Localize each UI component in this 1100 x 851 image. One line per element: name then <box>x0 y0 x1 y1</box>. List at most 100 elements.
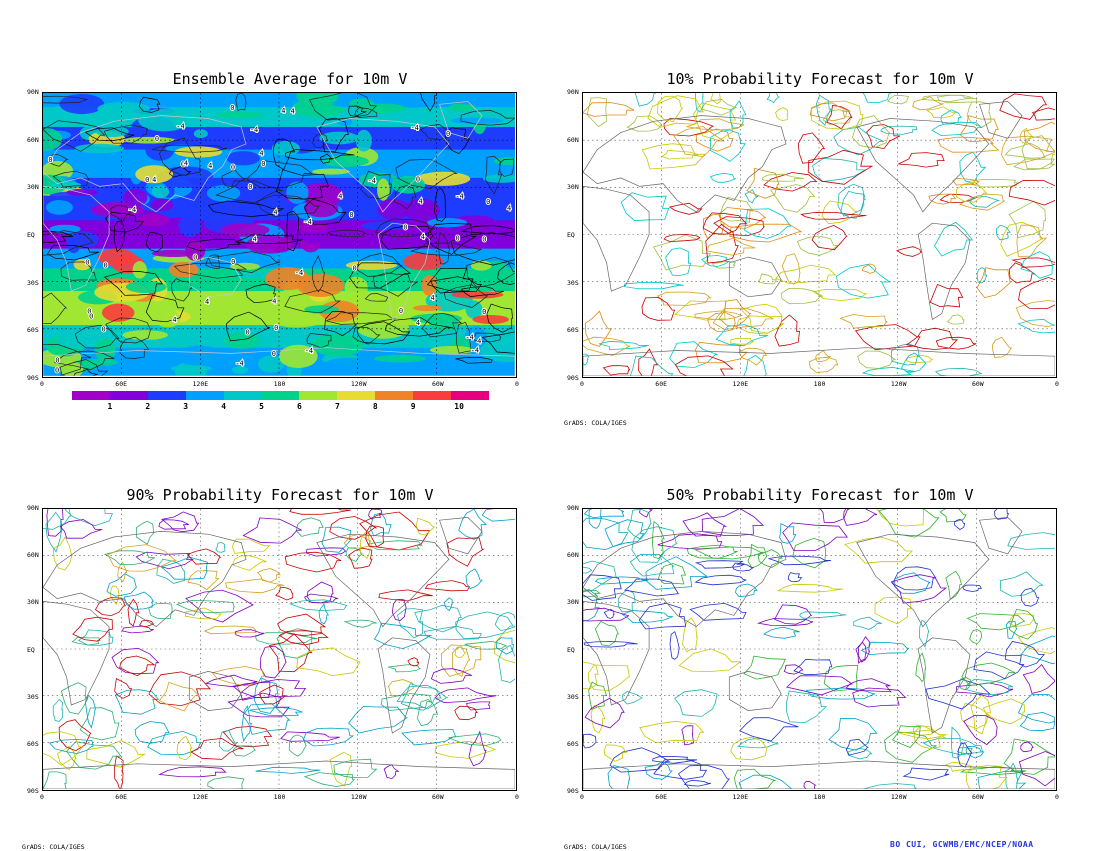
coastline <box>316 533 450 628</box>
contour-line <box>780 287 824 305</box>
contour-line <box>368 509 383 520</box>
contour-value-label: -4 <box>368 177 376 185</box>
shading-blob <box>66 231 99 249</box>
contour-line <box>464 640 508 650</box>
contour-line <box>1008 262 1036 284</box>
contour-line <box>689 602 747 621</box>
contour-line <box>494 611 515 631</box>
contour-line <box>249 707 303 717</box>
contour-value-label: 0 <box>353 265 357 273</box>
contour-line <box>119 655 156 677</box>
shading-blob <box>400 100 429 108</box>
contour-line <box>695 341 748 364</box>
contour-line <box>185 589 254 623</box>
contour-line <box>222 725 273 748</box>
contour-line <box>60 682 89 715</box>
contour-line <box>106 573 138 597</box>
map-50pct-probability <box>582 508 1057 791</box>
contour-line <box>957 742 973 768</box>
contour-line <box>694 310 743 321</box>
contour-value-label: 4 <box>281 107 285 115</box>
contour-line <box>275 586 294 601</box>
contour-line <box>1005 621 1018 640</box>
contour-value-label: 4 <box>416 319 420 327</box>
contour-line <box>783 664 804 675</box>
coastline <box>583 601 650 706</box>
contour-line <box>902 767 950 781</box>
contour-line <box>695 93 704 113</box>
contour-line <box>305 547 347 557</box>
contour-line <box>1023 121 1055 153</box>
latitude-label: 90S <box>27 374 39 382</box>
contour-line <box>583 517 629 551</box>
contour-line <box>319 117 349 153</box>
shading-blob <box>377 198 410 220</box>
contour-value-label: 4 <box>291 108 295 116</box>
contour-line <box>426 267 474 292</box>
contour-line <box>242 703 291 735</box>
coastline <box>377 222 431 320</box>
contour-line <box>383 764 400 780</box>
shading-blob <box>325 357 375 369</box>
contour-line <box>148 671 212 707</box>
contour-line <box>145 294 185 323</box>
contour-line <box>73 368 98 376</box>
contour-line <box>325 312 396 325</box>
shading-blob <box>224 332 260 349</box>
contour-line <box>583 661 599 690</box>
contour-line <box>861 366 916 376</box>
contour-line <box>306 581 334 604</box>
contour-line <box>815 94 832 126</box>
contour-line <box>602 365 631 376</box>
contour-line <box>1016 224 1048 257</box>
contour-line <box>843 509 878 526</box>
contour-line <box>161 511 200 533</box>
latitude-label: 60N <box>567 551 579 560</box>
contour-line <box>966 101 992 128</box>
contour-line <box>295 517 324 537</box>
contour-line <box>639 509 653 518</box>
contour-line <box>190 737 244 760</box>
contour-line <box>484 155 502 195</box>
contour-line <box>226 311 270 342</box>
contour-line <box>468 332 502 343</box>
latitude-label: EQ <box>567 231 575 239</box>
map-canvas: 04-40040-40404-40040-40404-40040-40404-4… <box>43 93 515 376</box>
contour-value-label: 0 <box>231 163 235 171</box>
shading-blob <box>193 129 208 139</box>
contour-line <box>156 558 186 584</box>
contour-line <box>343 619 377 628</box>
colorbar <box>72 391 489 400</box>
longitude-label: 60W <box>971 793 984 801</box>
colorbar-tick-label: 2 <box>145 402 151 411</box>
contour-line <box>905 327 958 350</box>
latitude-label: 30N <box>27 183 39 192</box>
contour-value-label: 4 <box>418 197 422 205</box>
contour-line <box>896 246 923 257</box>
contour-line <box>1019 711 1055 732</box>
contour-line <box>584 310 613 347</box>
panel-title: 90% Probability Forecast for 10m V <box>126 486 434 504</box>
contour-line <box>686 544 738 559</box>
coastline <box>439 517 483 555</box>
contour-line <box>384 317 453 337</box>
contour-line <box>845 678 892 693</box>
contour-line <box>658 563 687 585</box>
contour-line <box>854 324 921 351</box>
contour-value-label: 4 <box>259 149 263 157</box>
longitude-label: 0 <box>515 793 519 801</box>
latitude-label: 90S <box>567 787 579 795</box>
contour-line <box>822 109 853 126</box>
contour-line <box>757 549 783 568</box>
longitude-label: 0 <box>40 793 44 801</box>
contour-line <box>812 158 866 182</box>
contour-line <box>364 293 389 302</box>
shading-blob <box>151 249 197 257</box>
contour-value-label: 0 <box>482 235 486 243</box>
contour-line <box>918 619 930 648</box>
contour-line <box>259 684 287 705</box>
contour-line <box>792 537 827 569</box>
coastline <box>583 760 1055 789</box>
contour-line <box>158 681 200 712</box>
shading-blob <box>496 93 515 102</box>
